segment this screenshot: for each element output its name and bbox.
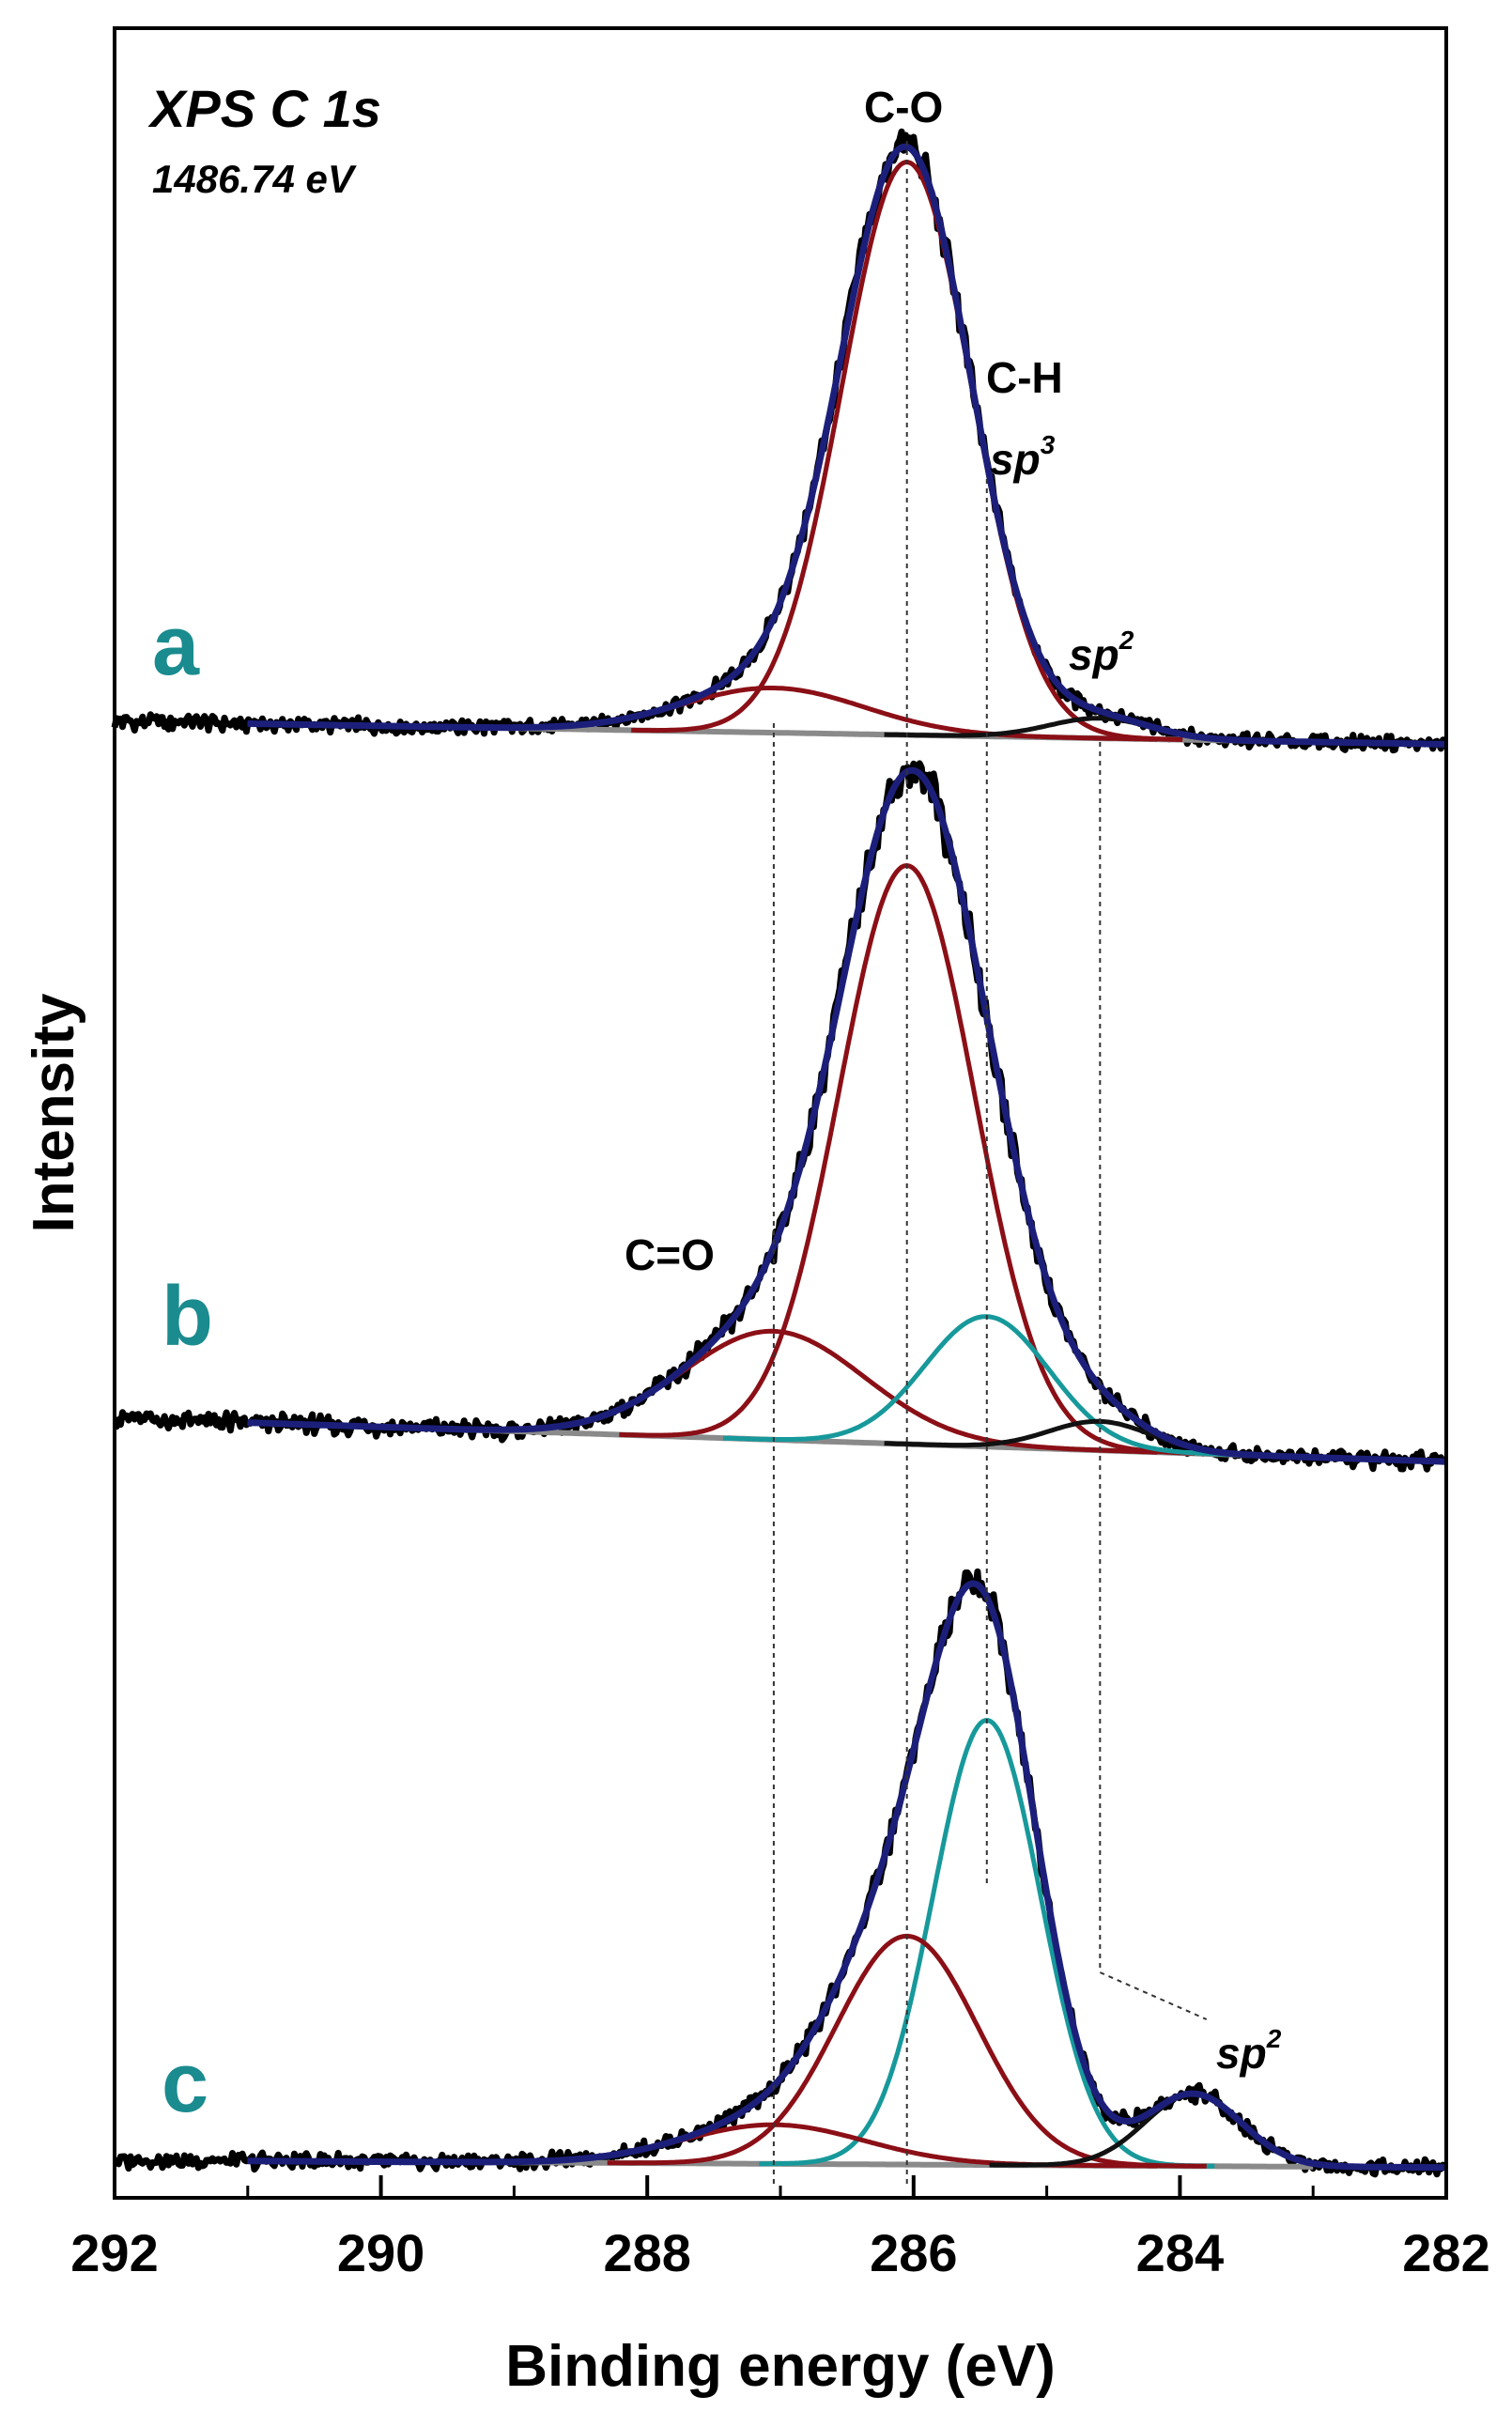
annotation-sp2-top: sp2	[1069, 626, 1134, 679]
component-sp2-c	[989, 2091, 1313, 2168]
chart-subtitle: 1486.74 eV	[152, 157, 357, 201]
x-tick-label-292: 292	[70, 2223, 158, 2282]
plot-layer	[111, 128, 1448, 2188]
x-axis-title: Binding energy (eV)	[505, 2334, 1056, 2399]
annotation-sp2-top-sup: 2	[1119, 626, 1134, 655]
panel-label-b: b	[162, 1270, 213, 1364]
plot-frame	[113, 26, 1448, 2200]
panel-c	[113, 1568, 1448, 2178]
x-tick-label-282: 282	[1402, 2223, 1489, 2282]
annotation-sp3: sp3	[990, 430, 1056, 484]
panel-b	[113, 760, 1446, 1473]
panel-label-a: a	[152, 599, 200, 693]
annotation-c-h: C-H	[986, 353, 1063, 402]
raw-data-b	[113, 760, 1446, 1473]
x-tick-label-290: 290	[337, 2223, 424, 2282]
annotation-c-double-o: C=O	[625, 1230, 715, 1279]
ref-line-sp2-shift	[1099, 1971, 1208, 2020]
raw-data-a	[111, 128, 1448, 754]
annotation-sp2-bottom-sup: 2	[1266, 2024, 1282, 2053]
annotation-sp2-bottom: sp2	[1216, 2024, 1282, 2078]
annotation-sp2-top-base: sp	[1069, 630, 1119, 679]
y-axis-title: Intensity	[22, 993, 86, 1232]
x-tick-label-286: 286	[870, 2223, 957, 2282]
x-tick-label-288: 288	[603, 2223, 690, 2282]
annotation-c-o: C-O	[864, 83, 943, 131]
annotation-sp3-base: sp	[990, 435, 1041, 484]
annotation-sp3-sup: 3	[1041, 430, 1056, 459]
envelope-a	[247, 143, 1446, 748]
chart-title: XPS C 1s	[147, 79, 381, 138]
panel-label-c: c	[162, 2036, 208, 2130]
envelope-c	[247, 1580, 1446, 2172]
annotation-sp2-bottom-base: sp	[1216, 2029, 1267, 2078]
panel-a	[111, 128, 1448, 754]
envelope-b	[247, 766, 1446, 1465]
x-axis: 292 290 288 286 284 282	[70, 2175, 1490, 2282]
x-tick-label-284: 284	[1136, 2223, 1224, 2282]
